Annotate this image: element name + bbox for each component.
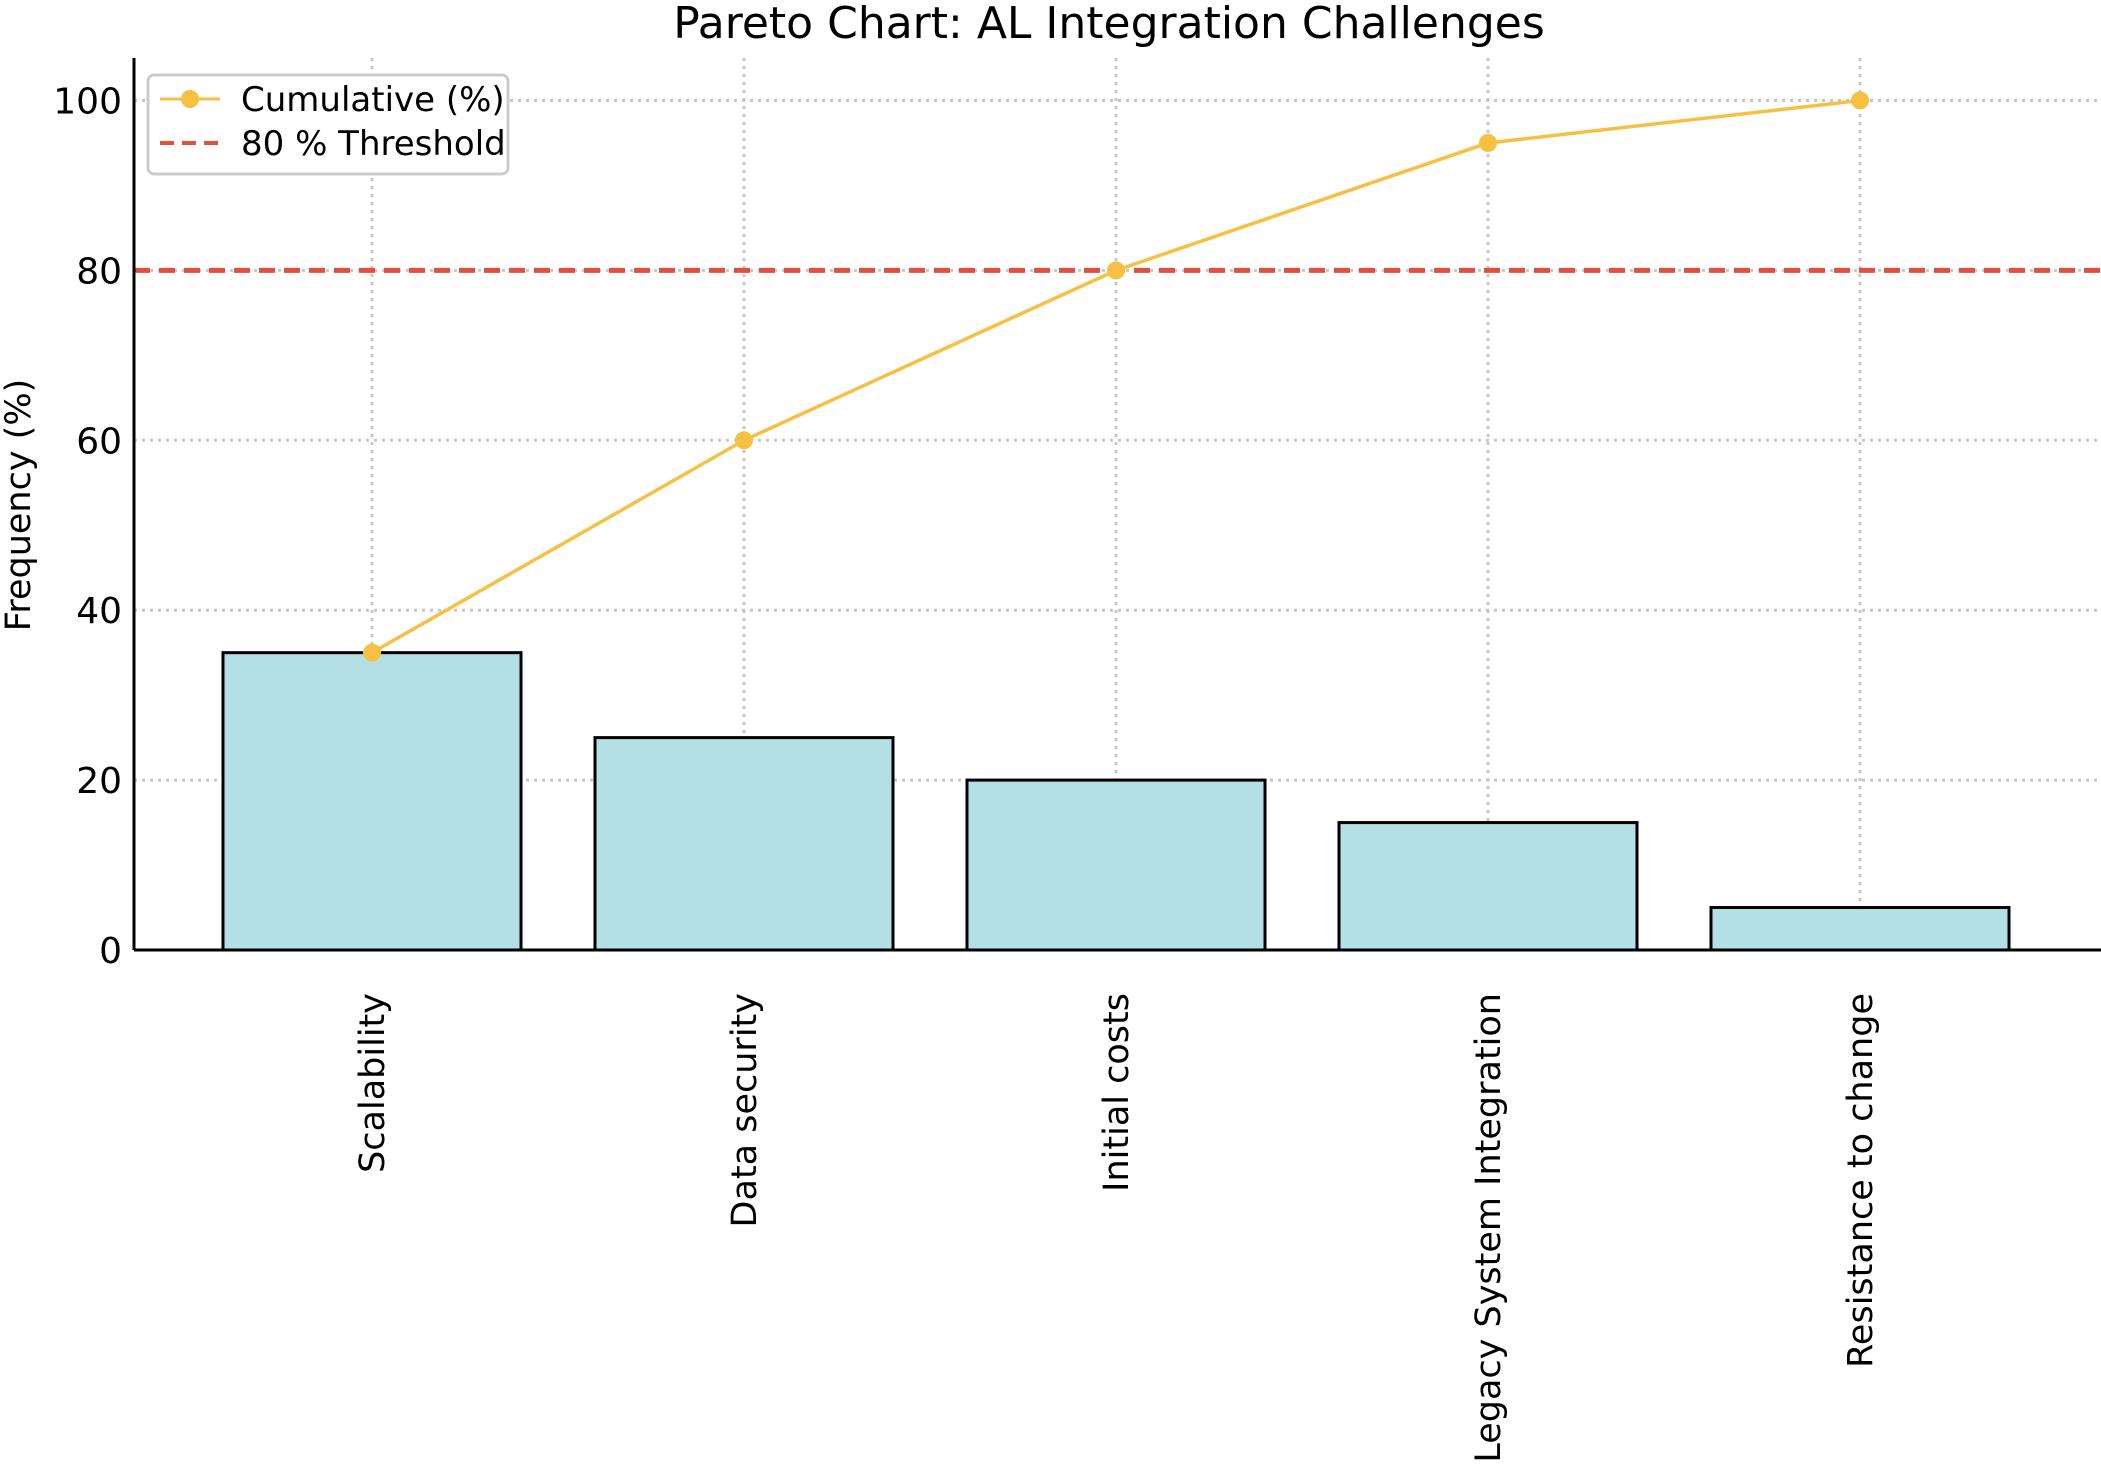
x-tick-labels: Scalability Data security Initial costs Leg… xyxy=(353,993,1881,1463)
bar xyxy=(1337,821,1639,952)
cumulative-point xyxy=(363,643,381,662)
x-tick-label: Data security xyxy=(725,993,765,1227)
cumulative-point xyxy=(735,431,753,450)
y-tick-label: 60 xyxy=(76,421,122,462)
cumulative-line xyxy=(371,98,1861,655)
chart-title: Pareto Chart: AL Integration Challenges xyxy=(673,0,1545,49)
axes xyxy=(132,58,2101,952)
legend-cumulative-marker xyxy=(181,90,199,108)
legend-threshold-label: 80 % Threshold xyxy=(241,124,506,164)
cumulative-point xyxy=(1851,91,1869,110)
x-tick-label: Resistance to change xyxy=(1841,993,1881,1368)
y-tick-label: 100 xyxy=(53,81,122,122)
bar-series xyxy=(221,651,2011,952)
y-tick-labels: 0 20 40 60 80 100 xyxy=(53,81,122,972)
bar xyxy=(221,651,523,952)
y-tick-label: 80 xyxy=(76,251,122,292)
y-tick-label: 40 xyxy=(76,591,122,632)
x-tick-label: Legacy System Integration xyxy=(1469,993,1509,1463)
legend-cumulative-label: Cumulative (%) xyxy=(241,80,505,120)
y-axis-label: Frequency (%) xyxy=(0,379,39,632)
cumulative-point xyxy=(1479,133,1497,152)
y-tick-label: 0 xyxy=(99,931,122,972)
x-tick-label: Initial costs xyxy=(1097,993,1137,1192)
cumulative-point xyxy=(1107,261,1125,280)
bar xyxy=(965,778,1267,952)
bar xyxy=(593,736,895,952)
cumulative-series xyxy=(363,91,1869,662)
legend: Cumulative (%) 80 % Threshold xyxy=(146,73,510,176)
bar xyxy=(1709,906,2011,952)
x-tick-label: Scalability xyxy=(353,993,393,1173)
y-tick-label: 20 xyxy=(76,761,122,802)
legend-box xyxy=(146,73,510,176)
